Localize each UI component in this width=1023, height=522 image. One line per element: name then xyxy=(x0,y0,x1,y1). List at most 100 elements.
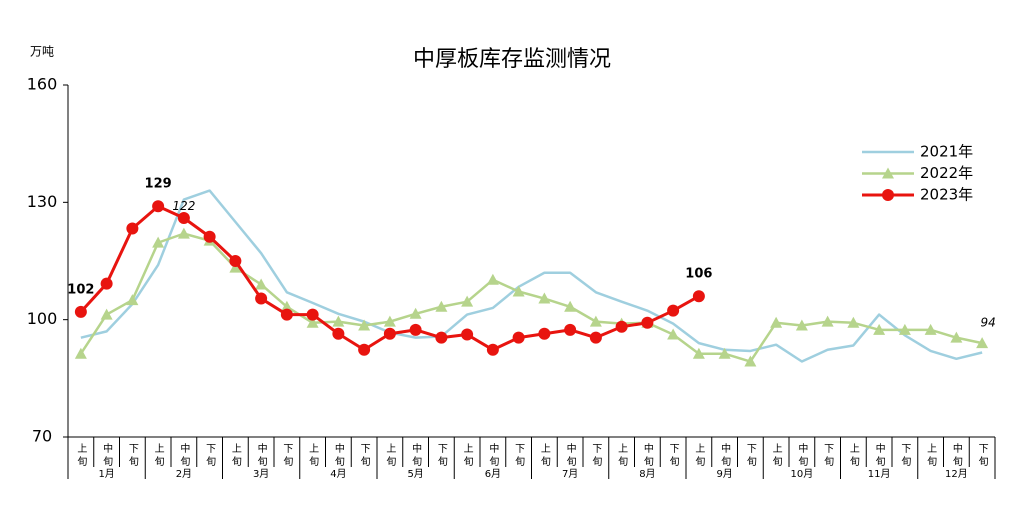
marker xyxy=(898,323,911,335)
x-tick-label: 上旬 xyxy=(229,443,241,469)
x-tick-label: 中旬 xyxy=(255,442,267,469)
marker xyxy=(358,343,371,356)
marker xyxy=(512,285,525,297)
marker xyxy=(152,200,165,213)
marker xyxy=(100,308,113,320)
marker xyxy=(383,327,396,340)
marker xyxy=(177,227,190,239)
x-tick-label: 下旬 xyxy=(204,443,216,469)
marker xyxy=(589,315,602,327)
x-tick-label: 上旬 xyxy=(616,443,628,469)
marker xyxy=(667,304,680,317)
marker xyxy=(100,277,113,290)
y-tick-label: 100 xyxy=(27,309,58,328)
marker xyxy=(564,323,577,336)
x-tick-label: 下旬 xyxy=(435,443,447,469)
x-tick-label: 中旬 xyxy=(178,442,190,469)
marker xyxy=(203,230,216,243)
marker xyxy=(126,222,139,235)
marker xyxy=(74,305,87,318)
data-label: 122 xyxy=(172,199,195,213)
x-tick-label: 下旬 xyxy=(126,443,138,469)
x-tick-label: 上旬 xyxy=(770,443,782,469)
marker xyxy=(435,300,448,312)
marker xyxy=(564,300,577,312)
y-tick-label: 130 xyxy=(27,192,58,211)
marker xyxy=(383,315,396,327)
legend-label: 2023年 xyxy=(920,186,973,204)
legend-marker xyxy=(882,189,894,201)
marker xyxy=(358,319,371,331)
month-label: 9月 xyxy=(716,468,732,480)
data-label: 102 xyxy=(67,282,94,297)
marker xyxy=(718,347,731,359)
x-tick-label: 上旬 xyxy=(461,443,473,469)
data-label: 94 xyxy=(980,316,995,330)
x-tick-label: 中旬 xyxy=(564,442,576,469)
marker xyxy=(435,331,448,344)
marker xyxy=(306,308,319,321)
x-tick-label: 下旬 xyxy=(976,443,988,469)
marker xyxy=(280,300,293,312)
x-tick-label: 下旬 xyxy=(899,443,911,469)
x-tick-label: 上旬 xyxy=(693,443,705,469)
marker xyxy=(177,211,190,224)
x-tick-label: 中旬 xyxy=(641,442,653,469)
x-tick-label: 中旬 xyxy=(719,442,731,469)
marker xyxy=(306,316,319,328)
x-tick-label: 下旬 xyxy=(513,443,525,469)
x-tick-label: 下旬 xyxy=(590,443,602,469)
marker xyxy=(152,236,165,248)
x-tick-label: 下旬 xyxy=(822,443,834,469)
marker xyxy=(692,347,705,359)
marker xyxy=(332,315,345,327)
month-label: 8月 xyxy=(639,468,655,480)
month-label: 3月 xyxy=(253,468,269,480)
legend-marker xyxy=(882,167,894,179)
x-tick-label: 中旬 xyxy=(873,442,885,469)
x-tick-label: 下旬 xyxy=(281,443,293,469)
marker xyxy=(976,337,989,349)
x-tick-label: 下旬 xyxy=(744,443,756,469)
marker xyxy=(924,323,937,335)
x-tick-label: 上旬 xyxy=(538,443,550,469)
x-tick-label: 上旬 xyxy=(152,443,164,469)
marker xyxy=(512,331,525,344)
data-label: 106 xyxy=(685,267,712,282)
y-tick-label: 70 xyxy=(32,427,52,446)
marker xyxy=(229,255,242,267)
x-tick-label: 上旬 xyxy=(307,443,319,469)
marker xyxy=(126,294,139,306)
series-line xyxy=(79,232,983,363)
marker xyxy=(589,331,602,344)
legend-label: 2021年 xyxy=(920,143,973,161)
marker xyxy=(255,292,268,305)
x-tick-label: 上旬 xyxy=(847,443,859,469)
x-tick-label: 上旬 xyxy=(75,443,87,469)
marker xyxy=(692,290,705,303)
marker xyxy=(795,319,808,331)
month-label: 4月 xyxy=(330,468,346,480)
x-tick-label: 中旬 xyxy=(796,442,808,469)
y-tick-label: 160 xyxy=(27,75,58,94)
marker xyxy=(409,323,422,336)
data-label: 129 xyxy=(145,177,172,192)
marker xyxy=(74,347,87,359)
month-label: 6月 xyxy=(485,468,501,480)
month-label: 7月 xyxy=(562,468,578,480)
marker xyxy=(950,331,963,343)
marker xyxy=(461,295,474,307)
x-tick-label: 中旬 xyxy=(950,442,962,469)
x-tick-label: 中旬 xyxy=(332,442,344,469)
month-label: 10月 xyxy=(791,468,814,480)
marker xyxy=(744,355,757,367)
month-label: 2月 xyxy=(176,468,192,480)
month-label: 11月 xyxy=(868,468,891,480)
marker xyxy=(332,327,345,340)
marker xyxy=(538,292,551,304)
marker xyxy=(847,316,860,328)
marker xyxy=(409,307,422,319)
marker xyxy=(255,278,268,290)
marker xyxy=(486,273,499,285)
